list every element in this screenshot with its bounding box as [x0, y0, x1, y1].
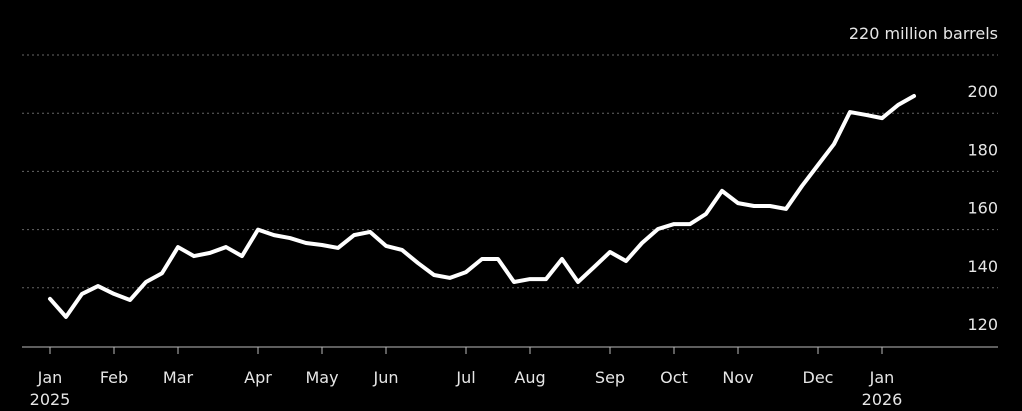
x-tick-label: Mar — [163, 368, 194, 387]
x-tick-label: Nov — [722, 368, 753, 387]
x-tick-label: Feb — [100, 368, 128, 387]
year-label: 2025 — [30, 390, 71, 409]
x-tick-label: Oct — [660, 368, 688, 387]
x-tick-label: Jan — [37, 368, 63, 387]
x-tick-label: May — [305, 368, 338, 387]
line — [48, 94, 916, 319]
x-tick-label: Jan — [869, 368, 895, 387]
y-tick-label: 200 — [967, 82, 998, 101]
x-tick-label: Jun — [373, 368, 399, 387]
y-tick-label: 160 — [967, 199, 998, 218]
y-tick-label: 120 — [967, 315, 998, 334]
year-label: 2026 — [862, 390, 903, 409]
x-tick-label: Aug — [514, 368, 545, 387]
x-tick-label: Apr — [244, 368, 272, 387]
y-tick-label: 220 million barrels — [849, 24, 998, 43]
y-tick-label: 140 — [967, 257, 998, 276]
x-tick-label: Sep — [595, 368, 625, 387]
x-tick-label: Jul — [455, 368, 475, 387]
y-tick-label: 180 — [967, 140, 998, 159]
x-tick-label: Dec — [803, 368, 834, 387]
